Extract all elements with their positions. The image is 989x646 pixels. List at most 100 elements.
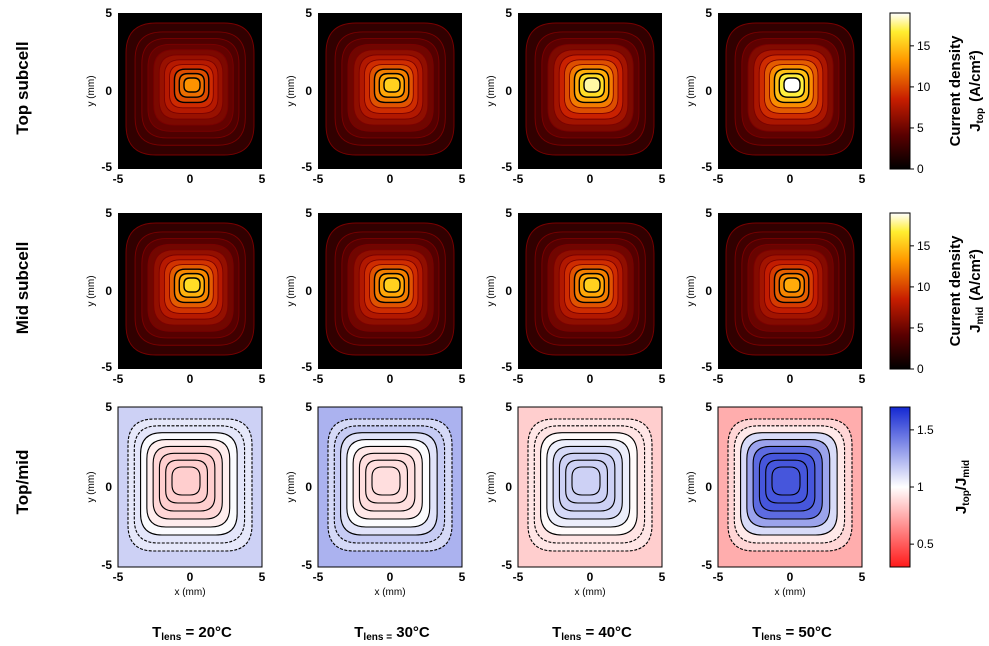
- x-tick-label: -5: [513, 172, 524, 186]
- colorbar-tick-label: 0: [917, 362, 924, 376]
- x-tick-label: 5: [659, 372, 666, 386]
- y-tick-label: 0: [305, 480, 312, 494]
- colorbar-tick-label: 15: [917, 239, 931, 253]
- panel-frame: [117, 406, 263, 568]
- row-label-ratio: Top/mid: [13, 450, 32, 515]
- x-tick-label: 0: [187, 570, 194, 584]
- y-tick-label: 0: [505, 284, 512, 298]
- y-tick-label: -5: [101, 558, 112, 572]
- x-tick-label: 0: [387, 172, 394, 186]
- panel-r2-c0: -5 0 5 -5 0 5 y (mm) x (mm): [86, 400, 266, 598]
- temp-label-20: Tlens = 20°C: [152, 624, 232, 643]
- row-label-top: Top subcell: [13, 41, 32, 134]
- y-tick-label: -5: [701, 558, 712, 572]
- y-tick-label: 0: [305, 284, 312, 298]
- colorbar-ratio: [889, 406, 911, 568]
- y-tick-label: -5: [101, 160, 112, 174]
- colorbars: 15 10 5 0 15 10 5 0 1.5 1 0.5 Current density Jtop…: [889, 12, 986, 568]
- colorbar-mid-title: Current density: [947, 235, 964, 347]
- contour-level: [383, 77, 401, 93]
- contour-level: [383, 277, 401, 293]
- colorbar-tick-label: 10: [917, 280, 931, 294]
- contour-level: [571, 466, 601, 496]
- x-tick-label: 0: [587, 570, 594, 584]
- colorbar-mid-sub: mid: [975, 307, 986, 325]
- x-tick-label: 5: [259, 172, 266, 186]
- y-axis-label: y (mm): [686, 75, 697, 106]
- x-tick-label: 5: [259, 372, 266, 386]
- colorbar-tick-label: 5: [917, 321, 924, 335]
- colorbar-ratio-sym2: J: [953, 478, 970, 486]
- y-axis-label: y (mm): [86, 275, 97, 306]
- y-axis-label: y (mm): [286, 275, 297, 306]
- colorbar-ratio-sep: /: [953, 485, 970, 490]
- colorbar-tick-label: 1.5: [917, 423, 934, 437]
- colorbar-ratio-title: Jtop/Jmid: [953, 460, 972, 514]
- x-tick-label: 5: [859, 570, 866, 584]
- colorbar-ticks: 15 10 5 0 15 10 5 0 1.5 1 0.5: [910, 39, 934, 551]
- x-tick-label: -5: [513, 570, 524, 584]
- x-tick-label: 0: [587, 172, 594, 186]
- colorbar-tick-label: 5: [917, 121, 924, 135]
- y-tick-label: 5: [305, 400, 312, 414]
- row-labels: Top subcell Mid subcell Top/mid: [13, 41, 32, 514]
- y-tick-label: 0: [105, 84, 112, 98]
- colorbar-top-title: Current density: [947, 35, 964, 147]
- x-tick-label: 5: [459, 570, 466, 584]
- x-tick-label: 0: [187, 172, 194, 186]
- contour-level: [183, 277, 201, 293]
- colorbar-mid-sym: J: [967, 325, 984, 333]
- panel-r1-c3: -5 0 5 -5 0 5 y (mm): [686, 206, 866, 386]
- x-tick-label: 0: [787, 372, 794, 386]
- colorbar-mid: [889, 212, 911, 370]
- y-axis-label: y (mm): [486, 75, 497, 106]
- temp-label-50: Tlens = 50°C: [752, 624, 832, 643]
- colorbar-tick-label: 10: [917, 80, 931, 94]
- temp-20-rest: = 20°C: [181, 624, 232, 641]
- y-tick-label: 0: [105, 480, 112, 494]
- x-tick-label: 5: [459, 372, 466, 386]
- y-tick-label: 5: [505, 206, 512, 220]
- x-tick-label: -5: [713, 372, 724, 386]
- y-tick-label: 5: [705, 400, 712, 414]
- temp-50-rest: = 50°C: [781, 624, 832, 641]
- x-tick-label: -5: [313, 172, 324, 186]
- panel-r1-c2: -5 0 5 -5 0 5 y (mm): [486, 206, 666, 386]
- x-tick-label: 5: [659, 570, 666, 584]
- y-tick-label: -5: [301, 558, 312, 572]
- x-tick-label: -5: [713, 172, 724, 186]
- temp-30-pre: T: [354, 624, 363, 641]
- y-tick-label: 5: [105, 400, 112, 414]
- x-tick-label: -5: [713, 570, 724, 584]
- y-tick-label: 0: [305, 84, 312, 98]
- y-axis-label: y (mm): [686, 275, 697, 306]
- y-tick-label: 5: [705, 6, 712, 20]
- x-tick-label: 0: [787, 172, 794, 186]
- y-tick-label: 0: [105, 284, 112, 298]
- contour-level: [771, 466, 801, 496]
- temp-20-sub: lens: [161, 632, 181, 643]
- y-tick-label: -5: [301, 160, 312, 174]
- x-tick-label: -5: [313, 570, 324, 584]
- temp-40-sub: lens: [561, 632, 581, 643]
- y-axis-label: y (mm): [286, 471, 297, 502]
- panel-frame: [317, 406, 463, 568]
- colorbar-top-symbol: Jtop (A/cm²): [967, 50, 986, 132]
- y-tick-label: -5: [101, 360, 112, 374]
- panel-r2-c2: -5 0 5 -5 0 5 y (mm) x (mm): [486, 400, 666, 598]
- temperature-labels: Tlens = 20°C Tlens = 30°C Tlens = 40°C T…: [152, 624, 832, 643]
- x-tick-label: 5: [259, 570, 266, 584]
- contour-level: [783, 77, 801, 93]
- y-tick-label: 0: [505, 84, 512, 98]
- x-tick-label: 0: [187, 372, 194, 386]
- panel-frame: [517, 406, 663, 568]
- x-tick-label: -5: [313, 372, 324, 386]
- colorbar-top-unit: (A/cm²): [967, 50, 984, 102]
- colorbar-top: [889, 12, 911, 170]
- x-tick-label: 0: [787, 570, 794, 584]
- x-axis-label: x (mm): [174, 587, 205, 598]
- x-tick-label: 5: [859, 172, 866, 186]
- panel-r0-c1: -5 0 5 -5 0 5 y (mm): [286, 6, 466, 186]
- y-tick-label: 0: [705, 480, 712, 494]
